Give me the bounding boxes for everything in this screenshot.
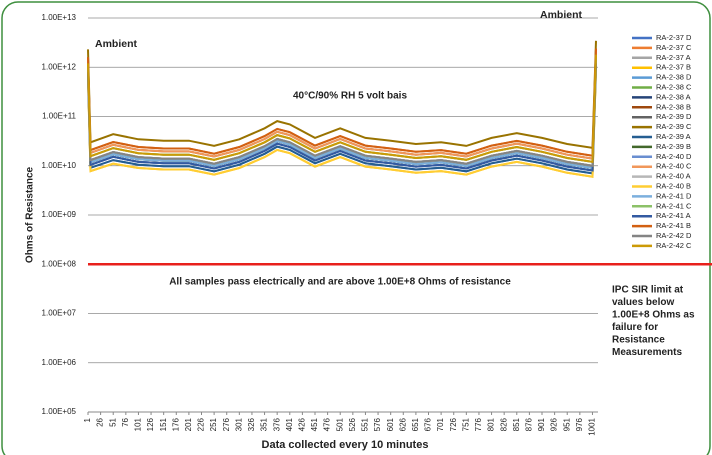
legend-label: RA-2-40 A <box>656 172 691 181</box>
series-line <box>87 48 597 157</box>
y-tick-label: 1.00E+05 <box>42 407 77 416</box>
x-tick-label: 376 <box>272 417 281 431</box>
legend-label: RA-2-41 C <box>656 201 692 210</box>
legend-label: RA-2-37 A <box>656 53 691 62</box>
legend-label: RA-2-41 A <box>656 211 691 220</box>
x-tick-label: 901 <box>537 417 546 431</box>
x-tick-label: 651 <box>411 417 420 431</box>
y-tick-label: 1.00E+11 <box>42 112 76 121</box>
x-tick-label: 801 <box>487 417 496 431</box>
x-tick-label: 751 <box>461 417 470 431</box>
x-tick-label: 726 <box>449 417 458 431</box>
y-axis-title: Ohms of Resistance <box>25 166 36 263</box>
x-tick-label: 251 <box>209 417 218 431</box>
legend-label: RA-2-38 B <box>656 102 691 111</box>
y-tick-label: 1.00E+12 <box>42 62 77 71</box>
series-line <box>87 51 597 160</box>
legend-label: RA-2-42 C <box>656 241 692 250</box>
series-line <box>87 58 597 167</box>
series-line <box>87 60 597 170</box>
side-note: failure for <box>612 322 658 333</box>
series-line <box>87 54 597 164</box>
legend-label: RA-2-42 D <box>656 231 692 240</box>
x-tick-label: 1 <box>83 417 92 422</box>
x-tick-label: 876 <box>525 417 534 431</box>
x-tick-label: 701 <box>436 417 445 431</box>
y-tick-label: 1.00E+06 <box>42 358 77 367</box>
x-tick-label: 576 <box>373 417 382 431</box>
x-tick-label: 76 <box>121 417 130 426</box>
side-note: Resistance <box>612 335 665 346</box>
series-line <box>87 40 597 150</box>
annotation: 40°C/90% RH 5 volt bais <box>293 91 407 102</box>
x-tick-label: 401 <box>285 417 294 431</box>
legend-label: RA-2-40 D <box>656 152 692 161</box>
x-tick-label: 101 <box>134 417 143 431</box>
legend-label: RA-2-39 A <box>656 132 691 141</box>
x-axis-title: Data collected every 10 minutes <box>262 439 429 451</box>
legend-label: RA-2-41 B <box>656 221 691 230</box>
x-tick-label: 351 <box>260 417 269 431</box>
x-tick-label: 151 <box>159 417 168 431</box>
x-tick-label: 276 <box>222 417 231 431</box>
x-tick-label: 851 <box>512 417 521 431</box>
legend-label: RA-2-41 D <box>656 191 692 200</box>
y-tick-label: 1.00E+13 <box>42 13 77 22</box>
x-tick-label: 176 <box>171 417 180 431</box>
legend-label: RA-2-38 D <box>656 73 692 82</box>
legend-label: RA-2-39 B <box>656 142 691 151</box>
x-tick-label: 526 <box>348 417 357 431</box>
y-tick-label: 1.00E+09 <box>42 210 77 219</box>
legend-label: RA-2-40 C <box>656 162 692 171</box>
legend-label: RA-2-37 B <box>656 63 691 72</box>
legend-label: RA-2-37 C <box>656 43 692 52</box>
x-tick-label: 501 <box>335 417 344 431</box>
x-tick-label: 201 <box>184 417 193 431</box>
series-line <box>87 69 597 178</box>
x-tick-label: 551 <box>361 417 370 431</box>
series-line <box>87 66 597 175</box>
side-note: values below <box>612 297 674 308</box>
x-tick-label: 926 <box>550 417 559 431</box>
annotation: Ambient <box>95 38 138 50</box>
series-line <box>87 63 597 172</box>
x-tick-label: 126 <box>146 417 155 431</box>
x-tick-label: 426 <box>298 417 307 431</box>
x-tick-label: 601 <box>386 417 395 431</box>
x-tick-label: 301 <box>234 417 243 431</box>
x-tick-label: 626 <box>398 417 407 431</box>
x-tick-label: 976 <box>575 417 584 431</box>
x-tick-label: 26 <box>96 417 105 426</box>
y-tick-label: 1.00E+10 <box>42 161 77 170</box>
side-note: IPC SIR limit at <box>612 285 684 296</box>
x-tick-label: 776 <box>474 417 483 431</box>
x-tick-label: 951 <box>562 417 571 431</box>
x-tick-label: 51 <box>108 417 117 426</box>
legend-label: RA-2-37 D <box>656 33 692 42</box>
legend-label: RA-2-38 A <box>656 92 691 101</box>
side-note: Measurements <box>612 347 682 358</box>
x-tick-label: 476 <box>323 417 332 431</box>
x-tick-label: 326 <box>247 417 256 431</box>
annotation: Ambient <box>540 9 583 21</box>
side-note: 1.00E+8 Ohms as <box>612 310 695 321</box>
legend-label: RA-2-40 B <box>656 181 691 190</box>
x-tick-label: 826 <box>499 417 508 431</box>
annotation: All samples pass electrically and are ab… <box>169 277 511 288</box>
y-tick-label: 1.00E+07 <box>42 309 77 318</box>
x-tick-label: 226 <box>197 417 206 431</box>
legend-label: RA-2-39 C <box>656 122 692 131</box>
y-tick-label: 1.00E+08 <box>42 259 77 268</box>
legend-label: RA-2-38 C <box>656 82 692 91</box>
x-tick-label: 1001 <box>588 417 597 435</box>
legend-label: RA-2-39 D <box>656 112 692 121</box>
x-tick-label: 451 <box>310 417 319 431</box>
x-tick-label: 676 <box>424 417 433 431</box>
